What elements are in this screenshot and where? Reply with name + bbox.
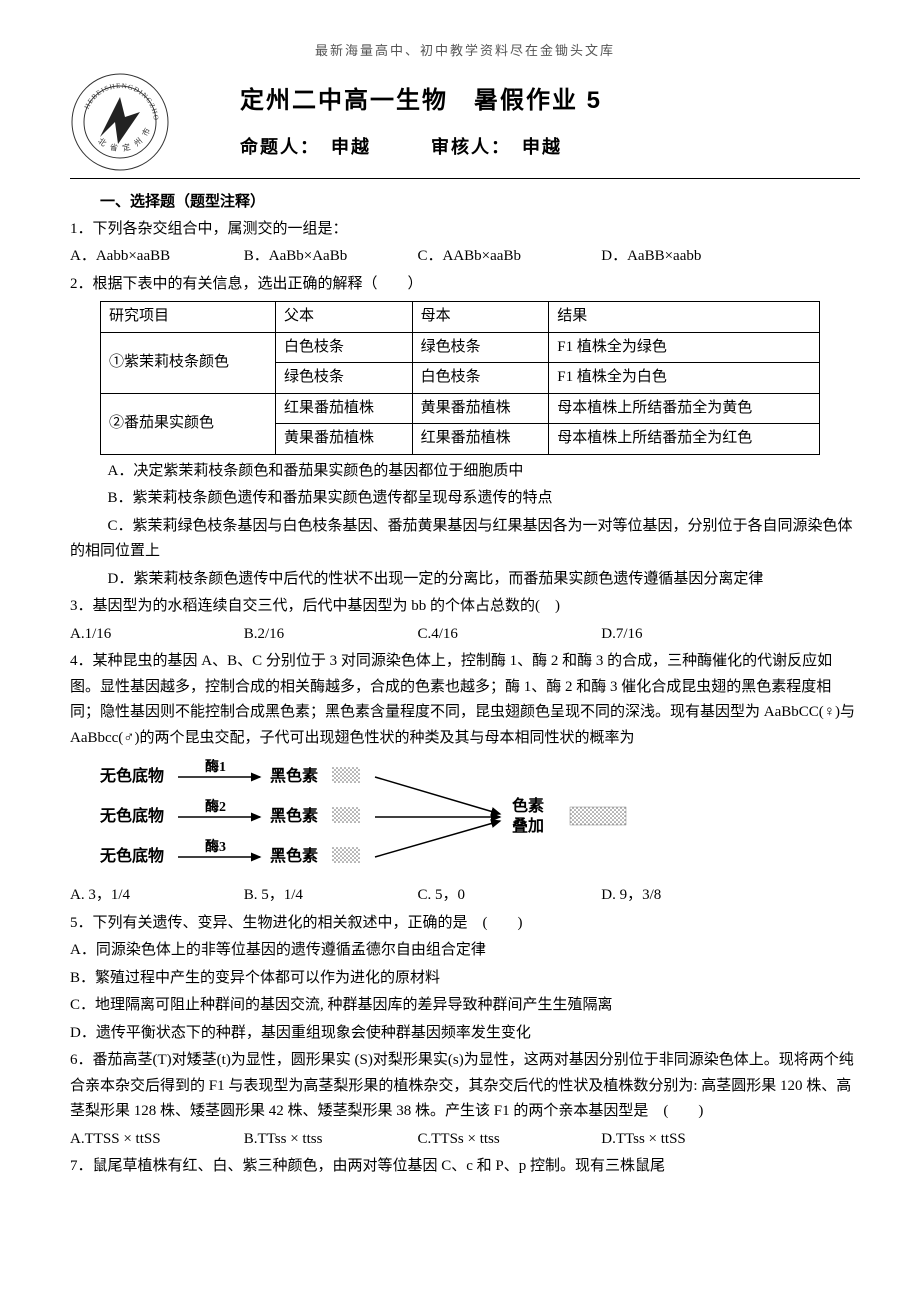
diag-right-3: 黑色素 — [270, 846, 318, 865]
cell: 白色枝条 — [412, 363, 549, 394]
q5-opt-a: A．同源染色体上的非等位基因的遗传遵循孟德尔自由组合定律 — [70, 938, 860, 964]
q3-opt-b: B.2/16 — [244, 622, 414, 648]
diag-merge-bot: 叠加 — [512, 817, 544, 835]
q1-opt-b: B．AaBb×AaBb — [244, 244, 414, 270]
cell: 母本植株上所结番茄全为红色 — [549, 424, 820, 455]
q2-opt-a: A．决定紫茉莉枝条颜色和番茄果实颜色的基因都位于细胞质中 — [70, 459, 860, 485]
q3-opt-c: C.4/16 — [418, 622, 598, 648]
diag-left-1: 无色底物 — [100, 766, 164, 785]
q1-stem: 1．下列各杂交组合中，属测交的一组是： — [70, 217, 860, 243]
q2-table: 研究项目 父本 母本 结果 ①紫茉莉枝条颜色 白色枝条 绿色枝条 F1 植株全为… — [100, 301, 820, 455]
diag-left-3: 无色底物 — [100, 846, 164, 865]
q7-stem: 7．鼠尾草植株有红、白、紫三种颜色，由两对等位基因 C、c 和 P、p 控制。现… — [70, 1154, 860, 1180]
table-row: ①紫茉莉枝条颜色 白色枝条 绿色枝条 F1 植株全为绿色 — [101, 332, 820, 363]
q2-opt-b: B．紫茉莉枝条颜色遗传和番茄果实颜色遗传都呈现母系遗传的特点 — [70, 486, 860, 512]
table-row: ②番茄果实颜色 红果番茄植株 黄果番茄植株 母本植株上所结番茄全为黄色 — [101, 393, 820, 424]
q4-diagram: 无色底物 酶1 黑色素 无色底物 酶2 黑色素 无色底物 酶3 黑色素 色素 叠… — [100, 759, 860, 879]
subtitle: 命题人： 申越 审核人： 申越 — [200, 132, 860, 163]
q2-stem: 2．根据下表中的有关信息，选出正确的解释（ ） — [70, 272, 860, 298]
q1-opt-d: D．AaBB×aabb — [601, 244, 761, 270]
divider — [70, 178, 860, 179]
diag-merge-top: 色素 — [512, 796, 544, 815]
cell: 母本植株上所结番茄全为黄色 — [549, 393, 820, 424]
q1-options: A．Aabb×aaBB B．AaBb×AaBb C．AABb×aaBb D．Aa… — [70, 244, 860, 270]
page-header-note: 最新海量高中、初中教学资料尽在金锄头文库 — [70, 40, 860, 62]
q6-opt-b: B.TTss × ttss — [244, 1127, 414, 1153]
q3-options: A.1/16 B.2/16 C.4/16 D.7/16 — [70, 622, 860, 648]
cell: ①紫茉莉枝条颜色 — [101, 332, 276, 393]
q6-options: A.TTSS × ttSS B.TTss × ttss C.TTSs × tts… — [70, 1127, 860, 1153]
diag-left-2: 无色底物 — [100, 806, 164, 825]
diag-enz-1: 酶1 — [205, 759, 226, 775]
q5-stem: 5．下列有关遗传、变异、生物进化的相关叙述中，正确的是 ( ) — [70, 911, 860, 937]
q4-opt-a: A. 3，1/4 — [70, 883, 240, 909]
q4-stem: 4．某种昆虫的基因 A、B、C 分别位于 3 对同源染色体上，控制酶 1、酶 2… — [70, 649, 860, 751]
q5-opt-d: D．遗传平衡状态下的种群，基因重组现象会使种群基因频率发生变化 — [70, 1021, 860, 1047]
cell: F1 植株全为绿色 — [549, 332, 820, 363]
diag-enz-2: 酶2 — [205, 798, 226, 815]
q6-opt-c: C.TTSs × ttss — [418, 1127, 598, 1153]
th-project: 研究项目 — [101, 302, 276, 333]
cell: 红果番茄植株 — [412, 424, 549, 455]
q1-opt-a: A．Aabb×aaBB — [70, 244, 240, 270]
title-text-block: 定州二中高一生物 暑假作业 5 命题人： 申越 审核人： 申越 — [200, 81, 860, 162]
q5-opt-c: C．地理隔离可阻止种群间的基因交流, 种群基因库的差异导致种群间产生生殖隔离 — [70, 993, 860, 1019]
q3-opt-d: D.7/16 — [601, 622, 761, 648]
q6-opt-a: A.TTSS × ttSS — [70, 1127, 240, 1153]
q4-options: A. 3，1/4 B. 5，1/4 C. 5，0 D. 9，3/8 — [70, 883, 860, 909]
q1-opt-c: C．AABb×aaBb — [418, 244, 598, 270]
diag-right-1: 黑色素 — [270, 766, 318, 785]
diag-right-2: 黑色素 — [270, 806, 318, 825]
q5-opt-b: B．繁殖过程中产生的变异个体都可以作为进化的原材料 — [70, 966, 860, 992]
q4-opt-c: C. 5，0 — [418, 883, 598, 909]
diag-enz-3: 酶3 — [205, 838, 226, 855]
cell: 黄果番茄植株 — [412, 393, 549, 424]
q3-stem: 3．基因型为的水稻连续自交三代，后代中基因型为 bb 的个体占总数的( ) — [70, 594, 860, 620]
th-mother: 母本 — [412, 302, 549, 333]
cell: 绿色枝条 — [412, 332, 549, 363]
cell: F1 植株全为白色 — [549, 363, 820, 394]
main-title: 定州二中高一生物 暑假作业 5 — [200, 81, 860, 122]
section-heading: 一、选择题（题型注释） — [70, 189, 860, 215]
cell: 白色枝条 — [275, 332, 412, 363]
title-block: HEBEISHENGDINGZHOUSHIDIERZHONGXUE 北 省 定 … — [70, 72, 860, 172]
th-father: 父本 — [275, 302, 412, 333]
q6-opt-d: D.TTss × ttSS — [601, 1127, 761, 1153]
school-logo: HEBEISHENGDINGZHOUSHIDIERZHONGXUE 北 省 定 … — [70, 72, 170, 172]
q6-stem: 6．番茄高茎(T)对矮茎(t)为显性，圆形果实 (S)对梨形果实(s)为显性，这… — [70, 1048, 860, 1125]
cell: ②番茄果实颜色 — [101, 393, 276, 454]
cell: 红果番茄植株 — [275, 393, 412, 424]
table-row: 研究项目 父本 母本 结果 — [101, 302, 820, 333]
q4-opt-d: D. 9，3/8 — [601, 883, 761, 909]
q3-opt-a: A.1/16 — [70, 622, 240, 648]
q4-opt-b: B. 5，1/4 — [244, 883, 414, 909]
q2-opt-c: C．紫茉莉绿色枝条基因与白色枝条基因、番茄黄果基因与红果基因各为一对等位基因，分… — [70, 514, 860, 565]
cell: 绿色枝条 — [275, 363, 412, 394]
cell: 黄果番茄植株 — [275, 424, 412, 455]
q2-opt-d: D．紫茉莉枝条颜色遗传中后代的性状不出现一定的分离比，而番茄果实颜色遗传遵循基因… — [70, 567, 860, 593]
th-result: 结果 — [549, 302, 820, 333]
